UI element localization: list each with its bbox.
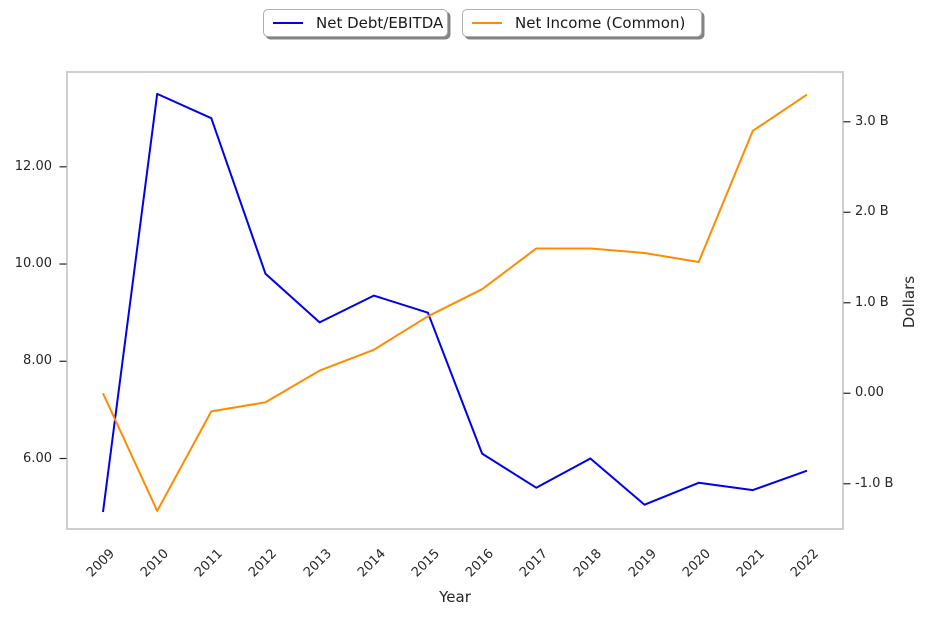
left-axis-tick-label: 12.00: [14, 158, 52, 174]
legend-item-net-income-common: Net Income (Common): [462, 9, 702, 37]
left-axis-tick-label: 6.00: [23, 450, 52, 466]
legend-item-net-debt-ebitda: Net Debt/EBITDA: [263, 9, 448, 37]
legend-label: Net Debt/EBITDA: [316, 14, 444, 32]
right-axis-tick-label: 1.0 B: [855, 294, 889, 310]
left-axis-tick-label: 10.00: [14, 256, 52, 272]
right-axis-tick-label: -1.0 B: [855, 475, 894, 491]
right-axis-tick-label: 0.00: [855, 385, 884, 401]
series-line-net-debt-ebitda: [102, 92, 808, 513]
legend-label: Net Income (Common): [515, 14, 686, 32]
x-axis-label: Year: [439, 588, 471, 606]
legend-line-sample-blue: [273, 22, 303, 24]
plot-border: [66, 71, 844, 530]
series-line-net-income-common-: [102, 93, 808, 512]
right-axis-label: Dollars: [900, 275, 918, 329]
right-axis-tick-label: 3.0 B: [855, 113, 889, 129]
left-axis-tick-label: 8.00: [23, 353, 52, 369]
legend-line-sample-orange: [472, 22, 502, 24]
right-axis-tick-label: 2.0 B: [855, 204, 889, 220]
